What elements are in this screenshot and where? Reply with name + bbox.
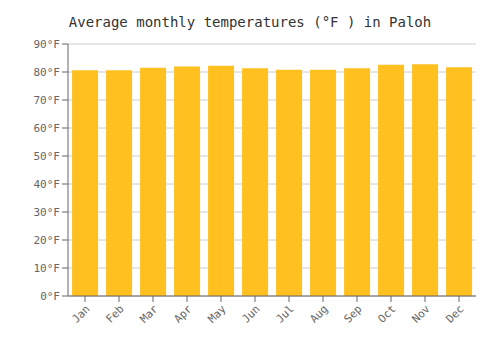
svg-text:80°F: 80°F: [34, 66, 61, 79]
svg-text:Dec: Dec: [443, 302, 466, 325]
svg-text:50°F: 50°F: [34, 150, 61, 163]
svg-text:Apr: Apr: [171, 302, 195, 326]
svg-text:10°F: 10°F: [34, 262, 61, 275]
html-text:Average monthly temperatures (: Average monthly temperatures (°F ) in Pa…: [68, 14, 432, 30]
svg-text:Mar: Mar: [137, 302, 161, 326]
svg-text:Sep: Sep: [341, 302, 364, 325]
svg-text:30°F: 30°F: [34, 206, 61, 219]
svg-text:Jan: Jan: [69, 302, 92, 325]
svg-text:Feb: Feb: [103, 302, 126, 325]
svg-text:20°F: 20°F: [34, 234, 61, 247]
svg-text:Jun: Jun: [239, 302, 262, 325]
svg-text:40°F: 40°F: [34, 178, 61, 191]
svg-text:Oct: Oct: [375, 302, 398, 325]
svg-text:Jul: Jul: [273, 302, 296, 325]
svg-text:90°F: 90°F: [34, 38, 61, 51]
svg-text:60°F: 60°F: [34, 122, 61, 135]
svg-text:Nov: Nov: [409, 302, 433, 326]
svg-text:0°F: 0°F: [40, 290, 60, 303]
svg-text:Aug: Aug: [307, 302, 330, 325]
svg-text:May: May: [205, 302, 229, 326]
svg-text:70°F: 70°F: [34, 94, 61, 107]
